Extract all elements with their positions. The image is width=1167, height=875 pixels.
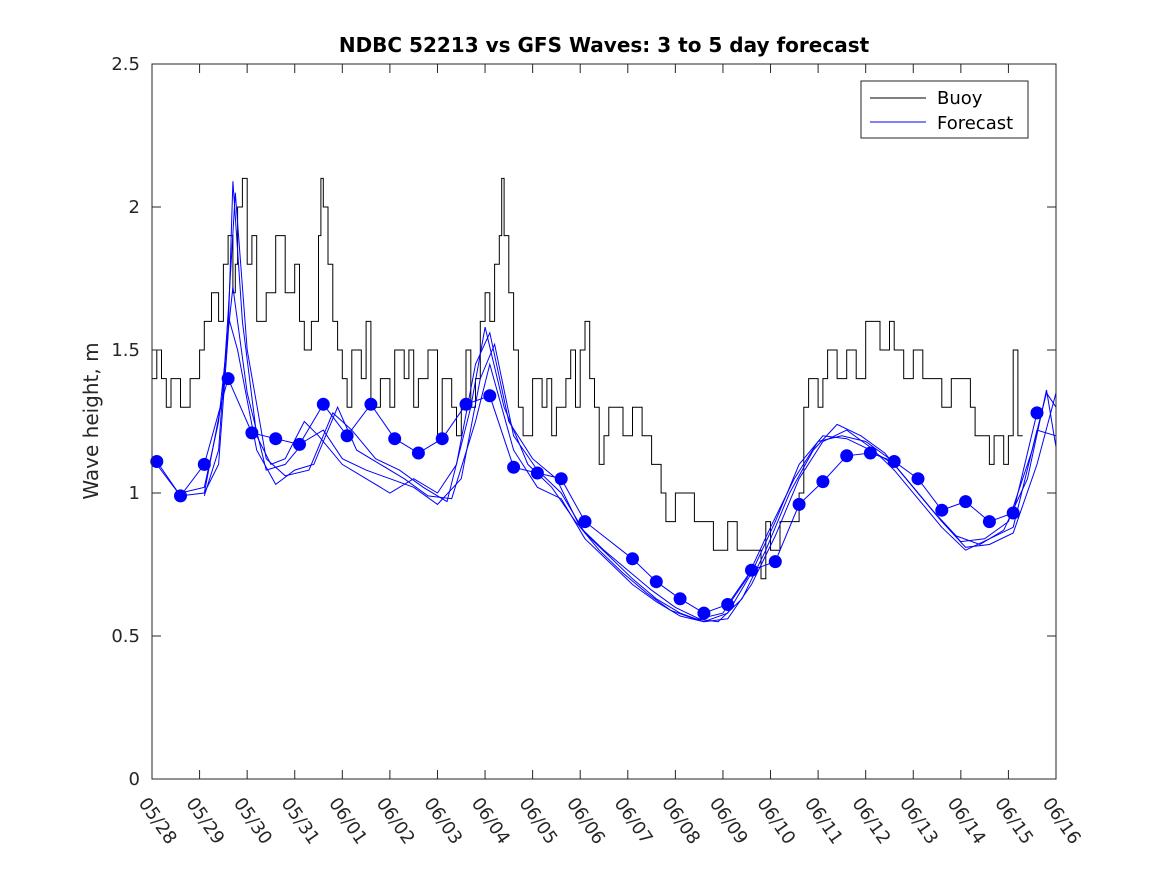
forecast-line — [156, 377, 1038, 614]
forecast-point — [792, 497, 806, 511]
x-tick-label: 05/31 — [277, 794, 324, 849]
x-tick-label: 06/06 — [562, 794, 609, 849]
forecast-point — [697, 606, 711, 620]
x-tick-label: 06/03 — [419, 794, 466, 849]
forecast-point — [554, 472, 568, 486]
y-tick-label: 1.5 — [111, 340, 140, 361]
x-tick-label: 05/28 — [134, 794, 181, 849]
legend-box — [860, 80, 1029, 139]
forecast-point — [982, 515, 996, 529]
forecast-point — [816, 475, 830, 489]
chart-marks — [150, 177, 1057, 623]
x-tick-label: 06/04 — [467, 794, 514, 849]
forecast-point — [316, 397, 330, 411]
x-tick-label: 06/14 — [943, 794, 990, 849]
y-tick-label: 1 — [129, 483, 140, 504]
forecast-point — [174, 489, 187, 503]
forecast-point — [840, 449, 854, 463]
forecast-point — [507, 460, 521, 474]
x-tick-label: 06/16 — [1038, 794, 1085, 849]
forecast-point — [721, 598, 735, 611]
x-tick-label: 06/09 — [705, 794, 752, 849]
forecast-point — [221, 372, 235, 386]
forecast-point — [673, 592, 687, 606]
forecast-point — [911, 472, 925, 486]
x-tick-label: 06/13 — [895, 794, 942, 849]
x-tick-label: 06/15 — [990, 794, 1037, 849]
forecast-point — [364, 397, 378, 411]
forecast-point — [959, 495, 973, 509]
y-axis-label: Wave height, m — [79, 342, 103, 499]
forecast-point — [197, 457, 211, 471]
forecast-point — [768, 555, 782, 569]
forecast-point — [150, 455, 164, 468]
forecast-point — [935, 503, 949, 517]
legend: Buoy Forecast — [860, 80, 1029, 139]
x-tick-label: 05/29 — [181, 794, 228, 849]
x-tick-label: 05/30 — [229, 794, 276, 849]
x-tick-label: 06/12 — [848, 794, 895, 849]
forecast-point — [887, 455, 901, 468]
buoy-line — [152, 177, 1023, 580]
forecast-point — [435, 432, 449, 446]
forecast-point — [388, 432, 402, 446]
plot-frame — [151, 63, 1057, 780]
forecast-point — [293, 437, 306, 451]
forecast-point — [530, 466, 544, 480]
x-tick-label: 06/08 — [657, 794, 704, 849]
x-tick-label: 06/11 — [800, 794, 847, 849]
x-axis: 05/28 05/29 05/30 05/31 06/01 06/02 06/03 06/04… — [134, 64, 1085, 848]
y-axis: 0 0.5 1 1.5 2 2.5 — [111, 54, 1056, 790]
x-tick-label: 06/01 — [324, 794, 371, 849]
forecast-point — [483, 389, 497, 403]
forecast-point — [578, 515, 592, 529]
y-tick-label: 2.5 — [111, 54, 140, 75]
forecast-point — [1030, 406, 1044, 420]
x-tick-label: 06/02 — [372, 794, 419, 849]
x-tick-label: 06/07 — [610, 794, 657, 849]
y-tick-label: 0 — [129, 769, 140, 790]
forecast-point — [626, 552, 639, 566]
forecast-point — [340, 429, 354, 443]
y-tick-label: 0.5 — [111, 626, 140, 647]
forecast-run-5-line — [203, 192, 1057, 623]
forecast-point — [649, 575, 663, 589]
forecast-point — [459, 397, 473, 411]
forecast-point — [745, 563, 758, 577]
chart-title: NDBC 52213 vs GFS Waves: 3 to 5 day fore… — [339, 33, 870, 57]
forecast-run-4-line — [203, 315, 1057, 623]
forecast-point — [411, 446, 425, 460]
y-tick-label: 2 — [129, 197, 140, 218]
forecast-point — [1006, 506, 1020, 520]
forecast-point — [269, 432, 283, 446]
x-tick-label: 06/10 — [752, 794, 799, 849]
legend-label-buoy: Buoy — [937, 88, 983, 109]
legend-label-forecast: Forecast — [937, 113, 1013, 134]
x-tick-label: 06/05 — [515, 794, 562, 849]
forecast-point — [245, 426, 259, 440]
forecast-point — [863, 446, 877, 460]
